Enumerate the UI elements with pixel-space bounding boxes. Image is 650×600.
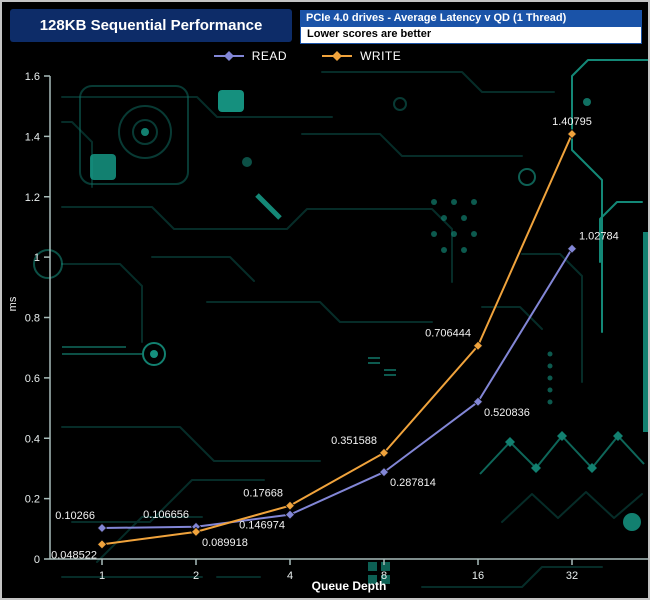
svg-text:0.8: 0.8 [25, 313, 40, 325]
read-series-marker-icon [213, 51, 244, 61]
svg-text:2: 2 [193, 570, 199, 582]
svg-text:0.4: 0.4 [25, 433, 40, 445]
header-right: PCIe 4.0 drives - Average Latency v QD (… [300, 10, 642, 44]
write-series-marker-icon [322, 51, 353, 61]
svg-text:0.106656: 0.106656 [143, 509, 189, 521]
legend-item-write: WRITE [321, 49, 401, 63]
svg-text:0.520836: 0.520836 [484, 407, 530, 419]
svg-text:0.706444: 0.706444 [425, 328, 471, 340]
chart-subtitle-bar: PCIe 4.0 drives - Average Latency v QD (… [300, 10, 642, 27]
svg-text:0: 0 [34, 554, 40, 566]
svg-text:1.6: 1.6 [25, 71, 40, 83]
svg-text:0.6: 0.6 [25, 373, 40, 385]
latency-line-chart: 0 0.2 0.4 0.6 0.8 1 1.2 1.4 1.6 1 2 4 8 16 32 0.10266 0.… [25, 71, 648, 582]
svg-text:0.2: 0.2 [25, 494, 40, 506]
svg-text:1.2: 1.2 [25, 192, 40, 204]
legend-item-read: READ [213, 49, 287, 63]
svg-text:8: 8 [381, 570, 387, 582]
svg-text:0.287814: 0.287814 [390, 477, 436, 489]
svg-text:1.40795: 1.40795 [552, 116, 592, 128]
svg-text:0.351588: 0.351588 [331, 435, 377, 447]
svg-text:1.4: 1.4 [25, 131, 40, 143]
svg-text:0.146974: 0.146974 [239, 520, 285, 532]
y-axis-title: ms [7, 296, 19, 312]
chart-title: 128KB Sequential Performance [39, 17, 263, 34]
legend: READ WRITE [2, 49, 630, 63]
svg-text:1: 1 [99, 570, 105, 582]
svg-text:4: 4 [287, 570, 293, 582]
svg-text:0.089918: 0.089918 [202, 537, 248, 549]
chart-title-box: 128KB Sequential Performance [10, 9, 292, 42]
svg-text:0.17668: 0.17668 [243, 488, 283, 500]
svg-text:16: 16 [472, 570, 484, 582]
svg-text:32: 32 [566, 570, 578, 582]
legend-label-read: READ [251, 49, 288, 63]
chart-note-bar: Lower scores are better [300, 27, 642, 44]
svg-text:0.048522: 0.048522 [51, 549, 97, 561]
svg-text:1: 1 [34, 252, 40, 264]
svg-text:0.10266: 0.10266 [55, 510, 95, 522]
svg-text:1.02784: 1.02784 [579, 231, 619, 243]
x-axis-title: Queue Depth [311, 579, 387, 593]
legend-label-write: WRITE [360, 49, 402, 63]
